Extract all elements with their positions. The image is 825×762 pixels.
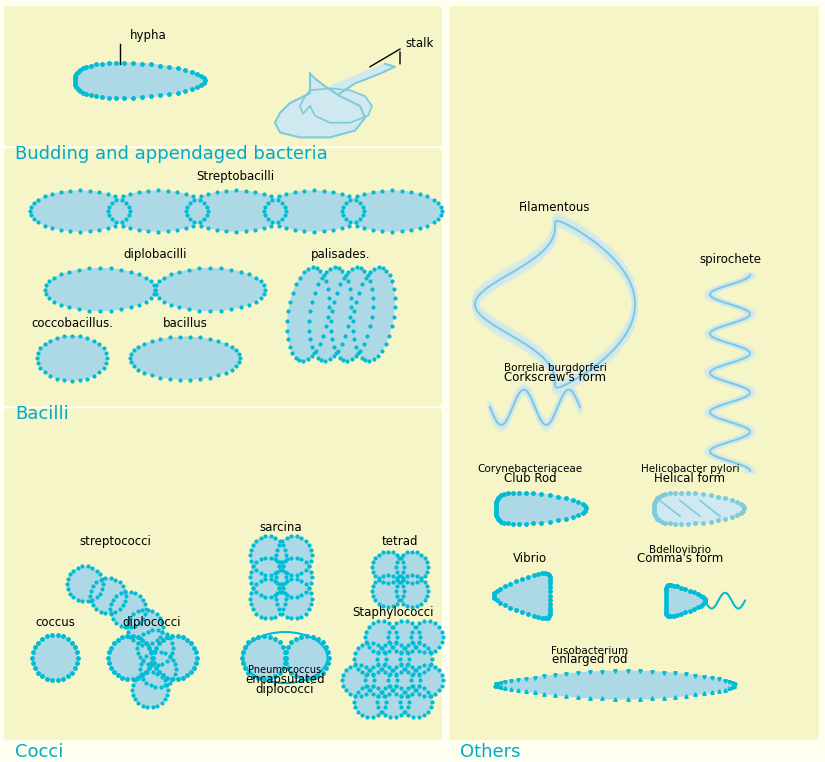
Polygon shape [74,62,205,98]
Ellipse shape [153,636,197,679]
Text: Fusobacterium: Fusobacterium [551,645,629,655]
Ellipse shape [377,643,409,674]
Ellipse shape [388,664,420,696]
Text: Cocci: Cocci [15,743,64,761]
Ellipse shape [37,335,107,381]
Text: Bacilli: Bacilli [15,405,68,424]
Polygon shape [495,671,735,699]
Text: Vibrio: Vibrio [513,552,547,565]
Text: spirochete: spirochete [699,253,761,266]
Ellipse shape [250,579,286,618]
Text: Comma's form: Comma's form [637,552,724,565]
Ellipse shape [264,190,364,232]
Ellipse shape [365,621,397,652]
Text: sarcina: sarcina [260,521,302,534]
Ellipse shape [250,558,286,597]
Polygon shape [493,573,550,618]
Ellipse shape [132,672,168,708]
Ellipse shape [108,636,152,679]
FancyBboxPatch shape [449,6,819,740]
Polygon shape [654,493,744,524]
Text: palisades.: palisades. [311,248,370,261]
Ellipse shape [250,536,286,575]
Ellipse shape [400,643,432,674]
Ellipse shape [365,664,397,696]
Text: Bdellovibrio: Bdellovibrio [649,545,711,555]
Text: encapsulated: encapsulated [245,673,325,686]
Ellipse shape [108,190,208,232]
Polygon shape [300,88,372,123]
Ellipse shape [342,664,374,696]
Ellipse shape [110,592,146,627]
Text: enlarged rod: enlarged rod [552,654,628,667]
Ellipse shape [354,686,386,718]
Text: Club Rod: Club Rod [504,472,556,485]
Text: coccobacillus.: coccobacillus. [31,317,113,330]
Polygon shape [275,74,365,137]
Ellipse shape [32,635,78,680]
Ellipse shape [411,621,443,652]
Polygon shape [497,493,587,524]
Text: Others: Others [460,743,521,761]
Text: Helicobacter pylori: Helicobacter pylori [641,464,739,474]
Ellipse shape [411,664,443,696]
Ellipse shape [388,621,420,652]
Ellipse shape [331,267,373,360]
Polygon shape [666,585,705,616]
Ellipse shape [287,267,329,360]
Text: Corkscrew's form: Corkscrew's form [504,371,606,384]
Text: Filamentous: Filamentous [519,201,591,214]
Ellipse shape [276,558,312,597]
Ellipse shape [354,643,386,674]
Text: Pneumococcus: Pneumococcus [248,665,322,675]
Text: hypha: hypha [130,29,167,42]
Polygon shape [330,64,395,93]
Text: diplobacilli: diplobacilli [123,248,186,261]
Ellipse shape [155,268,265,311]
Ellipse shape [242,636,286,679]
Ellipse shape [127,610,163,645]
Text: streptococci: streptococci [79,535,151,548]
Ellipse shape [309,267,351,360]
Text: coccus: coccus [35,616,75,629]
FancyBboxPatch shape [4,408,442,740]
Ellipse shape [276,579,312,618]
Text: tetrad: tetrad [382,535,418,548]
FancyBboxPatch shape [4,148,442,406]
Text: Corynebacteriaceae: Corynebacteriaceae [478,464,582,474]
Text: Budding and appendaged bacteria: Budding and appendaged bacteria [15,146,328,163]
Text: Helical form: Helical form [654,472,725,485]
Text: diplococci: diplococci [123,616,182,629]
Ellipse shape [353,267,395,360]
Text: bacillus: bacillus [163,317,207,330]
FancyBboxPatch shape [4,6,442,146]
Text: Borrelia burgdorferi: Borrelia burgdorferi [503,363,606,373]
Ellipse shape [372,575,404,607]
Text: stalk: stalk [405,37,433,50]
Ellipse shape [186,190,286,232]
Ellipse shape [67,566,103,602]
Ellipse shape [137,630,173,665]
Ellipse shape [372,552,404,583]
Ellipse shape [45,268,155,311]
Ellipse shape [285,636,329,679]
Ellipse shape [377,686,409,718]
Ellipse shape [276,536,312,575]
Text: Streptobacilli: Streptobacilli [196,170,274,183]
Ellipse shape [130,337,240,379]
Ellipse shape [140,652,176,687]
Text: Staphylococci: Staphylococci [352,607,434,620]
Ellipse shape [30,190,130,232]
Ellipse shape [342,190,442,232]
Ellipse shape [396,552,428,583]
Ellipse shape [400,686,432,718]
Text: diplococci: diplococci [256,683,314,696]
Ellipse shape [90,578,126,613]
Ellipse shape [396,575,428,607]
